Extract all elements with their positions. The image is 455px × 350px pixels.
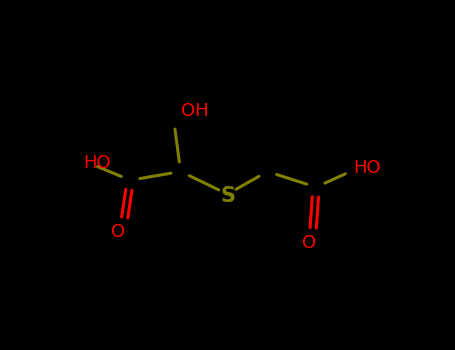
Text: OH: OH — [181, 102, 208, 120]
Text: O: O — [302, 234, 316, 252]
Text: S: S — [220, 186, 235, 206]
Text: HO: HO — [353, 159, 381, 177]
Text: O: O — [111, 223, 125, 241]
Text: HO: HO — [83, 154, 111, 172]
